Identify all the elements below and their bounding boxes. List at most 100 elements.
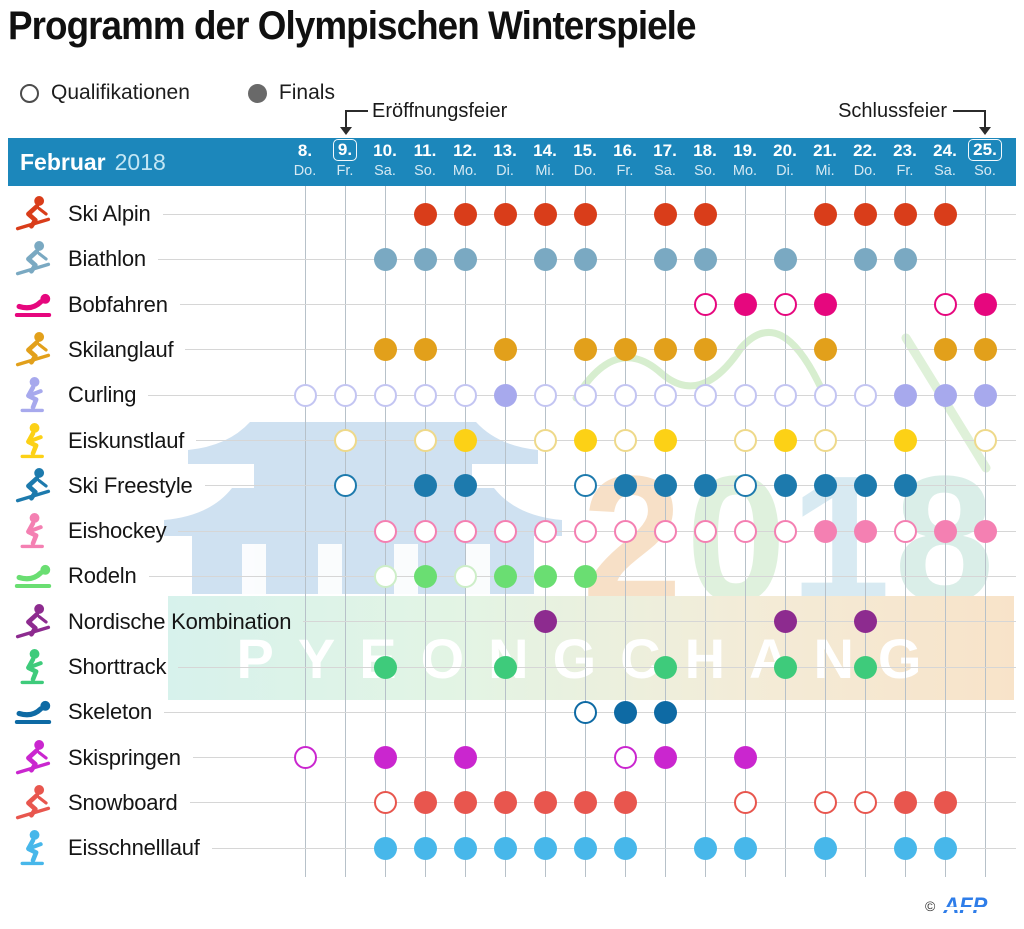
- event-dot-final: [373, 746, 397, 770]
- event-dot-final: [693, 247, 717, 271]
- skispringen-icon: [8, 738, 64, 778]
- event-dot-qualification: [413, 383, 437, 407]
- event-dot-final: [653, 700, 677, 724]
- event-dot-qualification: [853, 383, 877, 407]
- opening-arrow-icon: [340, 127, 352, 135]
- biathlon-icon: [8, 239, 64, 279]
- event-dot-qualification: [453, 564, 477, 588]
- eisschnelllauf-icon: [8, 828, 64, 868]
- event-dot-final: [773, 655, 797, 679]
- opening-connector-vertical: [345, 110, 347, 127]
- event-dot-qualification: [733, 383, 757, 407]
- event-dot-final: [493, 791, 517, 815]
- event-dot-qualification: [693, 519, 717, 543]
- row-gridline: [192, 757, 1016, 759]
- event-dot-final: [373, 655, 397, 679]
- event-dot-final: [653, 202, 677, 226]
- event-dot-qualification: [973, 429, 997, 452]
- event-dot-final: [893, 202, 917, 226]
- event-dot-qualification: [613, 519, 637, 543]
- event-dot-qualification: [413, 519, 437, 543]
- event-dot-final: [733, 836, 757, 860]
- event-dot-qualification: [333, 474, 357, 498]
- copyright-symbol: ©: [925, 898, 936, 914]
- sport-row-skispringen: Skispringen: [8, 737, 1016, 779]
- event-dot-final: [493, 836, 517, 860]
- event-dot-final: [733, 293, 757, 317]
- event-dot-final: [373, 338, 397, 362]
- event-dot-final: [893, 383, 917, 407]
- event-dot-qualification: [573, 474, 597, 498]
- event-dot-final: [853, 610, 877, 634]
- event-dot-qualification: [773, 293, 797, 317]
- row-gridline: [204, 485, 1016, 487]
- event-dot-final: [893, 791, 917, 815]
- skilanglauf-icon: [8, 330, 64, 370]
- event-dot-qualification: [573, 519, 597, 543]
- event-dot-final: [573, 202, 597, 226]
- event-dot-final: [653, 429, 677, 452]
- event-dot-final: [813, 519, 837, 543]
- event-dot-final: [973, 519, 997, 543]
- event-dot-qualification: [893, 519, 917, 543]
- event-dot-final: [453, 202, 477, 226]
- event-dot-final: [733, 746, 757, 770]
- event-dot-qualification: [933, 293, 957, 317]
- event-dot-final: [813, 836, 837, 860]
- event-dot-final: [693, 338, 717, 362]
- event-dot-final: [933, 836, 957, 860]
- sport-label: Skeleton: [68, 699, 153, 725]
- row-gridline: [303, 621, 1016, 623]
- opening-connector-horizontal: [346, 110, 368, 112]
- event-dot-qualification: [573, 700, 597, 724]
- event-dot-final: [653, 746, 677, 770]
- event-dot-final: [573, 791, 597, 815]
- shorttrack-icon: [8, 647, 64, 687]
- row-gridline: [179, 304, 1016, 306]
- event-dot-final: [893, 429, 917, 452]
- event-dot-final: [453, 836, 477, 860]
- event-dot-qualification: [733, 519, 757, 543]
- sport-row-ski-freestyle: Ski Freestyle: [8, 465, 1016, 507]
- legend-qualifications-label: Qualifikationen: [51, 81, 190, 104]
- sport-label: Rodeln: [68, 563, 137, 589]
- event-dot-final: [373, 836, 397, 860]
- eiskunstlauf-icon: [8, 421, 64, 461]
- sport-row-skilanglauf: Skilanglauf: [8, 329, 1016, 371]
- event-dot-qualification: [453, 383, 477, 407]
- sport-row-skeleton: Skeleton: [8, 691, 1016, 733]
- event-dot-final: [773, 429, 797, 452]
- sport-row-eishockey: Eishockey: [8, 510, 1016, 552]
- event-dot-final: [893, 247, 917, 271]
- event-dot-qualification: [773, 519, 797, 543]
- credit: © AFP: [925, 893, 990, 919]
- event-dot-final: [533, 247, 557, 271]
- legend-finals-label: Finals: [278, 81, 335, 104]
- sport-label: Skispringen: [68, 744, 181, 770]
- event-dot-final: [933, 791, 957, 815]
- event-dot-qualification: [533, 429, 557, 452]
- event-dot-final: [933, 202, 957, 226]
- event-dot-final: [973, 383, 997, 407]
- sport-label: Eisschnelllauf: [68, 835, 200, 861]
- event-dot-final: [693, 836, 717, 860]
- calendar-header-band: Februar 2018: [8, 138, 1016, 186]
- event-dot-final: [493, 564, 517, 588]
- event-dot-qualification: [373, 791, 397, 815]
- event-dot-final: [493, 338, 517, 362]
- event-dot-qualification: [533, 519, 557, 543]
- event-dot-final: [613, 474, 637, 498]
- event-dot-qualification: [693, 383, 717, 407]
- event-dot-final: [493, 383, 517, 407]
- finals-marker-icon: [247, 83, 267, 103]
- event-dot-final: [893, 836, 917, 860]
- event-dot-final: [853, 247, 877, 271]
- event-dot-qualification: [733, 474, 757, 498]
- page-title: Programm der Olympischen Winterspiele: [8, 4, 696, 48]
- sport-row-bobfahren: Bobfahren: [8, 284, 1016, 326]
- event-dot-qualification: [373, 564, 397, 588]
- row-gridline: [189, 802, 1016, 804]
- event-dot-final: [813, 338, 837, 362]
